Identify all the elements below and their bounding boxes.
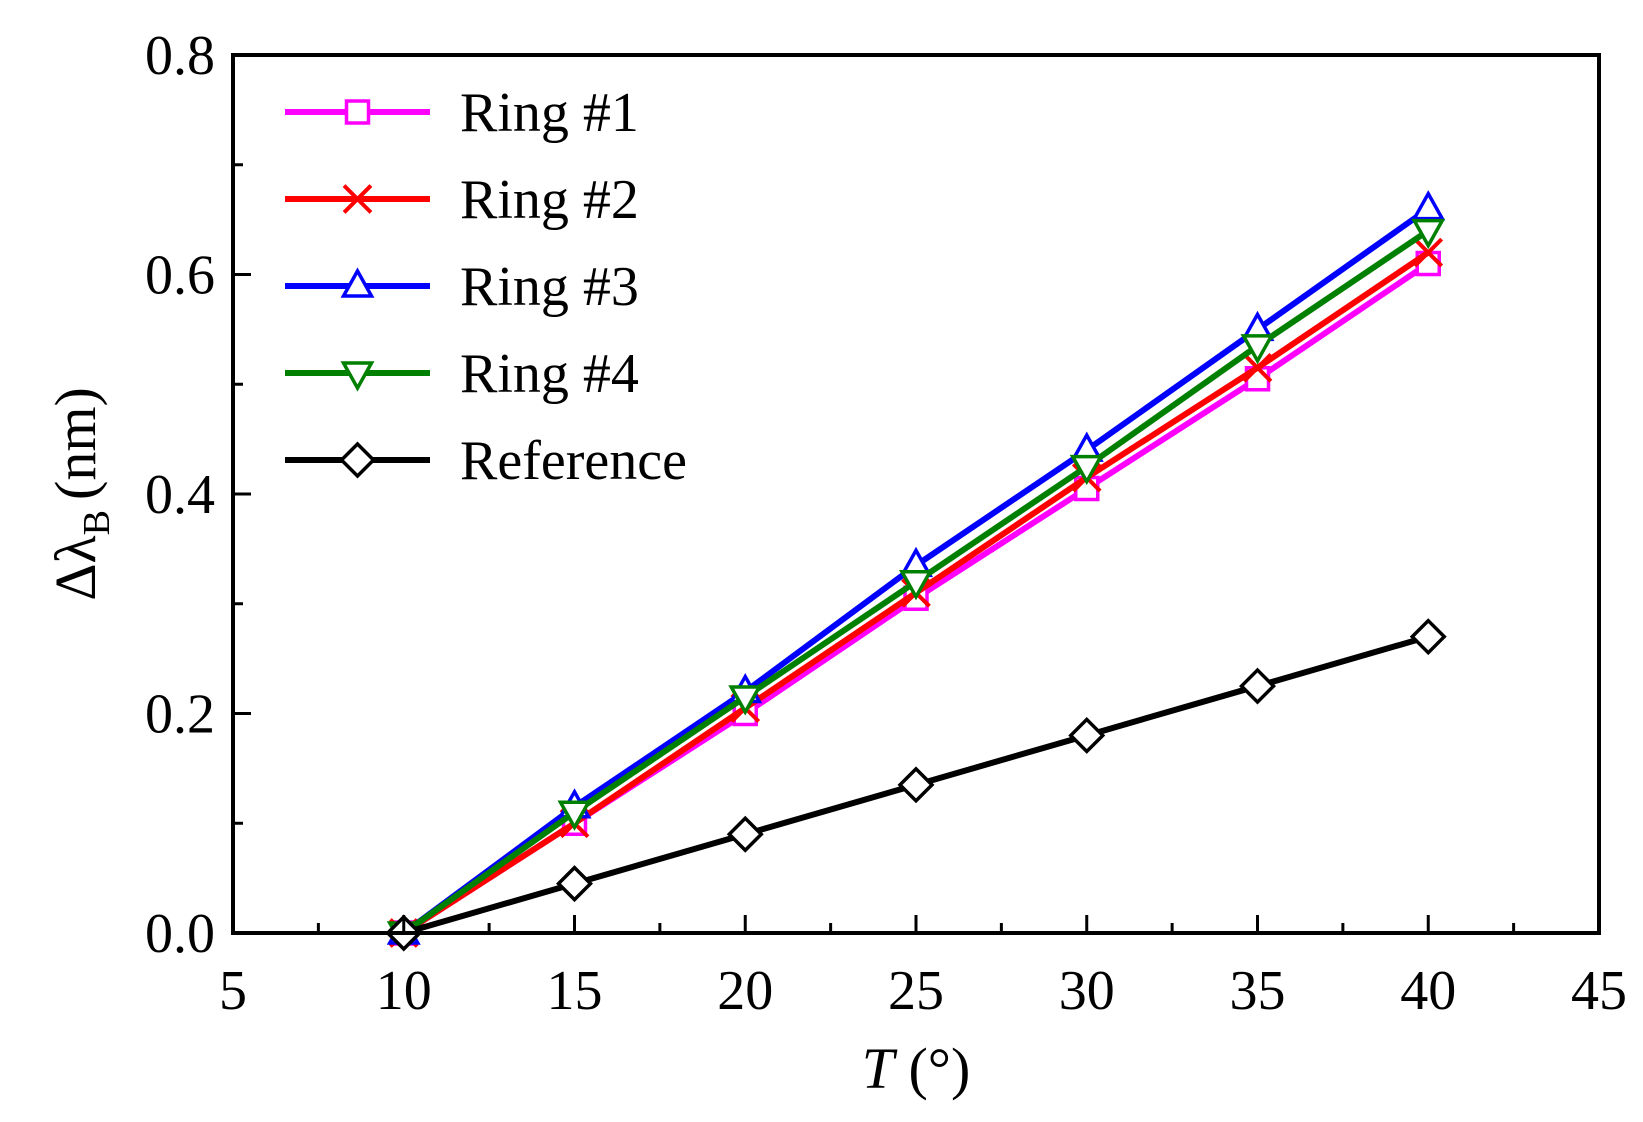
legend-label-reference: Reference [460,430,687,492]
legend-marker-reference [339,441,376,479]
x-axis-label-variable: T [862,1036,898,1101]
data-point-ring-4 [557,800,592,831]
legend-entry-ring-1: Ring #1 [285,82,639,144]
legend-marker-ring-2 [342,184,373,214]
y-axis-label-unit: (nm) [43,387,108,500]
x-tick-label: 10 [376,960,432,1022]
data-point-reference [897,766,935,804]
x-axis-label-unit: (°) [908,1036,970,1101]
legend-label-ring-3: Ring #3 [460,256,639,318]
data-point-ring-4 [1411,218,1446,250]
y-axis-label: ΔλB (nm) [43,387,118,601]
legend-label-ring-1: Ring #1 [460,82,639,144]
series-layer [385,190,1447,952]
y-tick-label: 0.6 [145,245,215,307]
data-point-reference [556,865,593,903]
x-tick-label: 45 [1571,960,1627,1022]
legend-label-ring-2: Ring #2 [460,169,639,231]
data-point-ring-2 [1413,237,1444,268]
data-point-ring-4 [899,570,933,601]
legend-marker-ring-3 [340,267,375,298]
series-reference [385,618,1447,952]
legend-entry-ring-3: Ring #3 [285,256,639,318]
x-tick-label: 20 [717,960,773,1022]
legend-entry-ring-4: Ring #4 [285,343,639,405]
x-tick-label: 15 [547,960,603,1022]
data-point-ring-4 [1240,334,1275,365]
y-tick-label: 0.8 [145,25,215,87]
legend-entry-ring-2: Ring #2 [285,169,639,231]
data-point-ring-2 [1242,352,1273,383]
legend-marker-ring-4 [340,361,375,392]
data-point-ring-4 [1069,454,1104,486]
data-point-reference [726,815,764,853]
x-axis-label-space [894,1036,909,1101]
data-point-ring-3 [1411,190,1446,221]
y-tick-label: 0.2 [145,684,215,746]
data-point-reference [1409,618,1447,656]
x-axis-label: T (°) [862,1036,971,1101]
tick-labels-layer: 5 10 15 20 25 30 35 40 45 0.0 0.2 0.4 0.6 0.8 [145,25,1627,1022]
x-tick-label: 5 [219,960,247,1022]
y-tick-label: 0.4 [145,464,215,526]
x-tick-label: 35 [1230,960,1286,1022]
data-point-reference [1068,716,1106,754]
data-point-reference [1239,667,1276,705]
ticks-layer [231,53,1601,935]
y-tick-label: 0.0 [145,903,215,965]
legend-label-ring-4: Ring #4 [460,343,639,405]
y-axis-label-subscript: B [76,510,118,535]
legend-entry-reference: Reference [285,430,687,492]
y-axis-label-prefix: Δλ [43,535,108,600]
series-ring-4 [386,218,1446,952]
x-tick-label: 40 [1400,960,1456,1022]
x-tick-label: 25 [888,960,944,1022]
x-tick-label: 30 [1059,960,1115,1022]
legend-marker-ring-1 [344,99,371,125]
data-point-ring-4 [728,685,763,716]
legend: Ring #1 Ring #2 Ring #3 Ring #4 Reference [285,82,687,492]
